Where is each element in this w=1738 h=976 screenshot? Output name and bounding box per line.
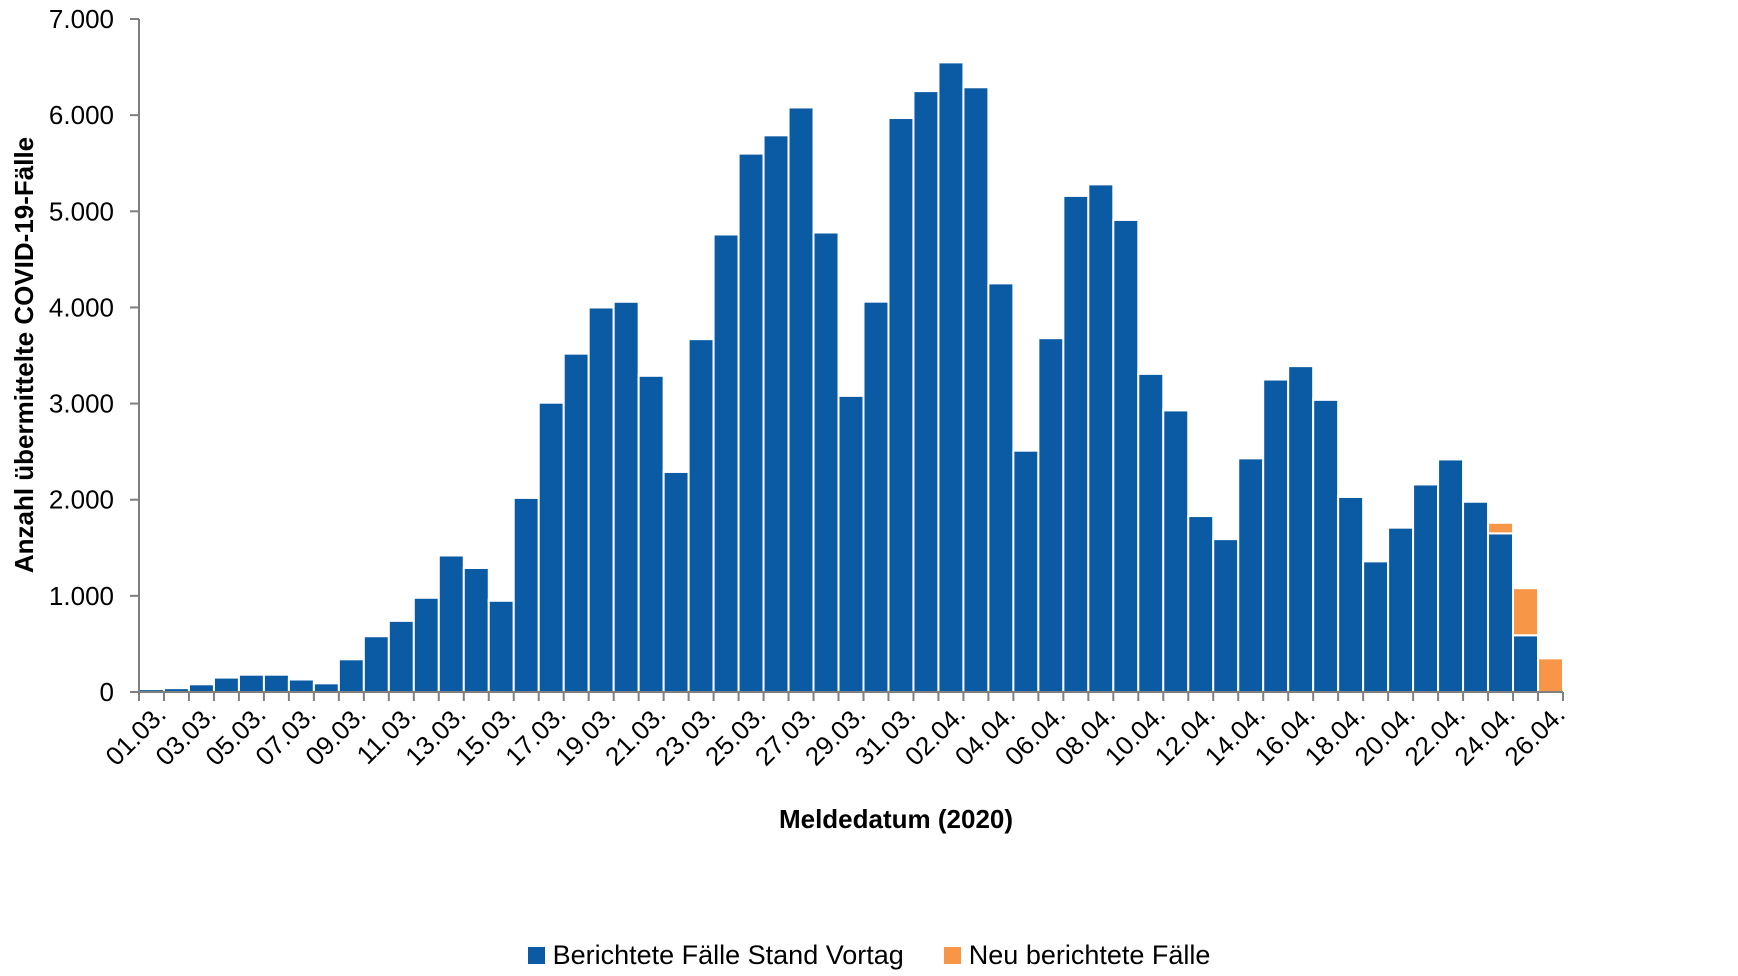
y-tick-label: 5.000 — [49, 196, 114, 226]
bar-reported-previous-day — [237, 673, 265, 693]
bar-reported-previous-day — [1362, 560, 1390, 694]
bar-reported-previous-day — [412, 596, 440, 694]
axes-layer — [130, 18, 1564, 701]
legend-swatch-blue — [527, 947, 545, 964]
bar-reported-previous-day — [462, 566, 490, 693]
bar-newly-reported — [1312, 397, 1340, 401]
bar-reported-previous-day — [1312, 398, 1340, 693]
bar-reported-previous-day — [1437, 458, 1465, 693]
y-tick-label: 6.000 — [49, 100, 114, 130]
bar-reported-previous-day — [1087, 183, 1115, 693]
y-tick-label: 1.000 — [49, 581, 114, 611]
bar-newly-reported — [1512, 587, 1540, 637]
bar-newly-reported — [1537, 657, 1565, 693]
bar-newly-reported — [1437, 457, 1465, 461]
bar-reported-previous-day — [687, 338, 715, 693]
legend-item-reported-previous-day: Berichtete Fälle Stand Vortag — [527, 940, 904, 971]
bar-reported-previous-day — [537, 401, 565, 693]
bar-reported-previous-day — [662, 470, 690, 693]
legend-item-newly-reported: Neu berichtete Fälle — [943, 940, 1211, 971]
bar-reported-previous-day — [312, 682, 340, 694]
bar-newly-reported — [637, 373, 665, 377]
bar-reported-previous-day — [612, 300, 640, 693]
bar-newly-reported — [712, 232, 740, 236]
bar-reported-previous-day — [362, 635, 390, 693]
bar-reported-previous-day — [937, 61, 965, 694]
bar-newly-reported — [612, 299, 640, 303]
bar-newly-reported — [512, 495, 540, 499]
bar-reported-previous-day — [387, 619, 415, 694]
y-tick-label: 3.000 — [49, 389, 114, 419]
bar-reported-previous-day — [737, 152, 765, 694]
bar-newly-reported — [1412, 482, 1440, 486]
bar-reported-previous-day — [762, 134, 790, 693]
bar-reported-previous-day — [437, 554, 465, 694]
bar-reported-previous-day — [1062, 194, 1090, 693]
bar-reported-previous-day — [1237, 457, 1265, 693]
bar-reported-previous-day — [1187, 515, 1215, 694]
bar-reported-previous-day — [787, 106, 815, 694]
bar-newly-reported — [812, 230, 840, 234]
bar-reported-previous-day — [637, 374, 665, 693]
y-tick-label: 2.000 — [49, 485, 114, 515]
bar-reported-previous-day — [1462, 500, 1490, 693]
bar-newly-reported — [1337, 494, 1365, 498]
legend-label-newly-reported: Neu berichtete Fälle — [968, 940, 1211, 970]
bar-reported-previous-day — [1212, 538, 1240, 694]
bar-reported-previous-day — [1037, 337, 1065, 693]
bar-reported-previous-day — [287, 678, 315, 693]
legend-swatch-orange — [943, 947, 961, 964]
bars-layer — [138, 60, 1565, 694]
bar-newly-reported — [487, 598, 515, 602]
bar-newly-reported — [1162, 408, 1190, 412]
x-axis-title: Meldedatum (2020) — [779, 804, 1013, 834]
bar-newly-reported — [1362, 559, 1390, 563]
bar-reported-previous-day — [1012, 449, 1040, 693]
legend-label-reported-previous-day: Berichtete Fälle Stand Vortag — [552, 940, 904, 970]
bar-reported-previous-day — [512, 496, 540, 694]
bar-reported-previous-day — [1137, 372, 1165, 693]
y-tick-label: 0 — [100, 677, 114, 707]
bar-newly-reported — [562, 351, 590, 355]
bar-reported-previous-day — [712, 233, 740, 694]
bar-reported-previous-day — [1387, 526, 1415, 693]
bar-reported-previous-day — [987, 282, 1015, 693]
bar-reported-previous-day — [837, 394, 865, 693]
bar-reported-previous-day — [812, 231, 840, 694]
bar-newly-reported — [1387, 525, 1415, 529]
bar-newly-reported — [937, 60, 965, 64]
bar-newly-reported — [1137, 371, 1165, 375]
bar-newly-reported — [1462, 499, 1490, 503]
bar-reported-previous-day — [1262, 378, 1290, 693]
bar-reported-previous-day — [1287, 365, 1315, 693]
bar-newly-reported — [1487, 521, 1515, 535]
bar-reported-previous-day — [1512, 634, 1540, 693]
bar-reported-previous-day — [962, 86, 990, 694]
y-tick-label: 7.000 — [49, 4, 114, 34]
bar-newly-reported — [587, 305, 615, 309]
bar-reported-previous-day — [1412, 483, 1440, 693]
bar-reported-previous-day — [1337, 495, 1365, 693]
y-tick-label: 4.000 — [49, 292, 114, 322]
bar-reported-previous-day — [562, 352, 590, 693]
bar-reported-previous-day — [1162, 409, 1190, 693]
bar-reported-previous-day — [187, 683, 215, 694]
bar-reported-previous-day — [912, 90, 940, 694]
bar-reported-previous-day — [862, 300, 890, 693]
bar-newly-reported — [1287, 364, 1315, 368]
bar-reported-previous-day — [1487, 532, 1515, 693]
bar-reported-previous-day — [887, 117, 915, 693]
bar-reported-previous-day — [587, 306, 615, 693]
bar-newly-reported — [537, 400, 565, 404]
bar-reported-previous-day — [1112, 218, 1140, 693]
legend: Berichtete Fälle Stand Vortag Neu berich… — [0, 940, 1738, 971]
bar-newly-reported — [662, 469, 690, 473]
bar-reported-previous-day — [212, 676, 240, 693]
bar-reported-previous-day — [337, 658, 365, 693]
bar-reported-previous-day — [262, 673, 290, 693]
bar-reported-previous-day — [487, 599, 515, 694]
y-axis-title: Anzahl übermittelte COVID-19-Fälle — [9, 137, 39, 573]
